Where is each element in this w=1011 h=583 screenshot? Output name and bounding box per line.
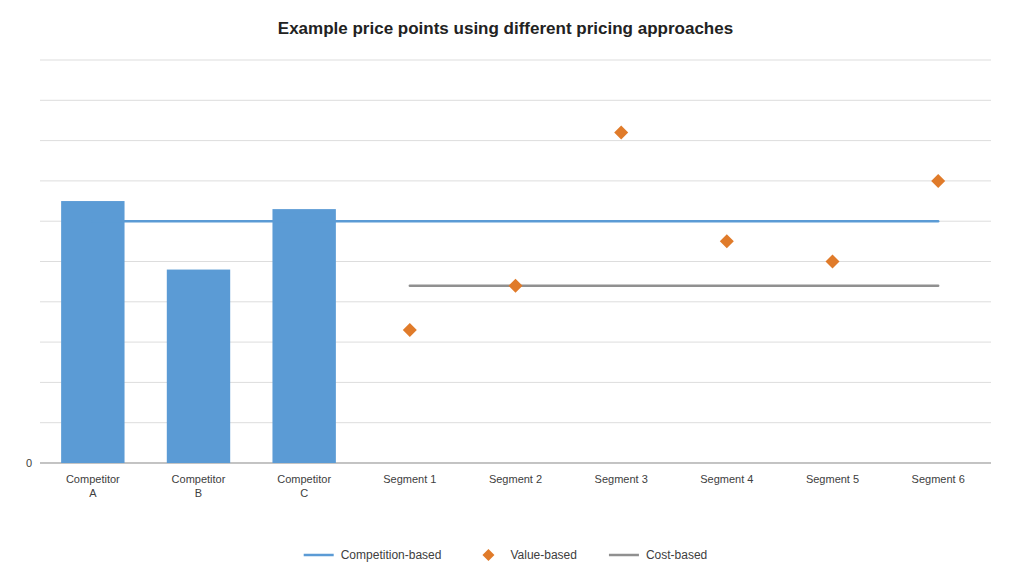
x-tick-label: Segment 1	[383, 473, 436, 485]
legend-item: Cost-based	[609, 548, 707, 562]
legend-swatch	[482, 549, 494, 561]
title: Example price points using different pri…	[278, 19, 733, 38]
line	[93, 220, 938, 223]
x-tick-label: Segment 4	[700, 473, 753, 485]
grid-line	[40, 180, 991, 181]
chart: Example price points using different pri…	[0, 0, 1011, 583]
bar	[167, 270, 230, 463]
legend-item: Competition-based	[304, 548, 442, 562]
grid-line	[40, 221, 991, 222]
legend-label: Competition-based	[341, 548, 442, 562]
line	[410, 284, 938, 287]
point	[931, 174, 945, 188]
legend-label: Value-based	[510, 548, 577, 562]
marks	[61, 126, 945, 463]
legend: Competition-based Value-based Cost-based	[304, 548, 708, 562]
grid-line	[40, 261, 991, 262]
x-tick-label: Segment 5	[806, 473, 859, 485]
x-tick-label: Segment 6	[912, 473, 965, 485]
grid-line	[40, 60, 991, 61]
x-tick-label: CompetitorC	[277, 473, 331, 499]
x-tick-label: Segment 3	[595, 473, 648, 485]
legend-swatch	[304, 554, 334, 557]
y-tick-label: 0	[26, 457, 32, 469]
x-tick-label: CompetitorB	[172, 473, 226, 499]
bar	[272, 209, 335, 463]
legend-item: Value-based	[482, 548, 577, 562]
grid-line	[40, 140, 991, 141]
grid	[40, 60, 991, 463]
bar	[61, 201, 124, 463]
legend-swatch	[609, 554, 639, 557]
point	[720, 234, 734, 248]
point	[826, 255, 840, 269]
point	[509, 279, 523, 293]
x-tick-label: CompetitorA	[66, 473, 120, 499]
point	[614, 126, 628, 140]
x-tick-label: Segment 2	[489, 473, 542, 485]
point	[403, 323, 417, 337]
legend-label: Cost-based	[646, 548, 707, 562]
grid-line	[40, 100, 991, 101]
